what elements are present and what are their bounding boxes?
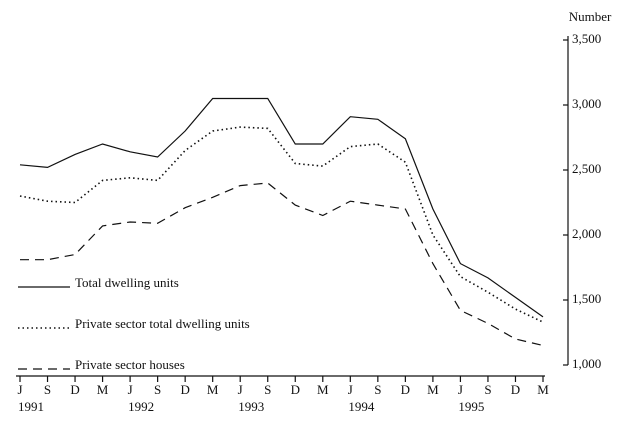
x-tick-label: J — [458, 382, 463, 397]
x-tick-label: J — [238, 382, 243, 397]
y-axis-label: Number — [569, 9, 612, 24]
y-tick-label: 1,500 — [572, 291, 601, 306]
x-tick-label: S — [374, 382, 381, 397]
x-tick-label: J — [17, 382, 22, 397]
year-label: 1991 — [18, 399, 44, 414]
y-tick-label: 2,000 — [572, 226, 601, 241]
y-tick-label: 1,000 — [572, 356, 601, 371]
x-tick-label: M — [537, 382, 549, 397]
x-tick-label: D — [401, 382, 410, 397]
x-tick-label: S — [264, 382, 271, 397]
y-tick-label: 3,000 — [572, 96, 601, 111]
series-line — [19, 97, 544, 318]
x-tick-label: J — [128, 382, 133, 397]
series-line — [20, 182, 544, 347]
y-tick-label: 2,500 — [572, 161, 601, 176]
x-tick-label: M — [207, 382, 219, 397]
legend-label: Total dwelling units — [75, 275, 179, 290]
year-label: 1993 — [238, 399, 264, 414]
x-tick-label: D — [70, 382, 79, 397]
y-tick-label: 3,500 — [572, 31, 601, 46]
x-tick-label: M — [317, 382, 329, 397]
year-label: 1992 — [128, 399, 154, 414]
series-line — [19, 126, 544, 323]
x-tick-label: D — [511, 382, 520, 397]
year-label: 1995 — [458, 399, 484, 414]
x-tick-label: D — [180, 382, 189, 397]
x-tick-label: M — [97, 382, 109, 397]
x-tick-label: S — [154, 382, 161, 397]
legend-label: Private sector total dwelling units — [75, 316, 250, 331]
x-tick-label: S — [44, 382, 51, 397]
legend-label: Private sector houses — [75, 357, 185, 372]
x-tick-label: S — [484, 382, 491, 397]
x-tick-label: J — [348, 382, 353, 397]
x-tick-label: M — [427, 382, 439, 397]
year-label: 1994 — [348, 399, 375, 414]
x-tick-label: D — [291, 382, 300, 397]
